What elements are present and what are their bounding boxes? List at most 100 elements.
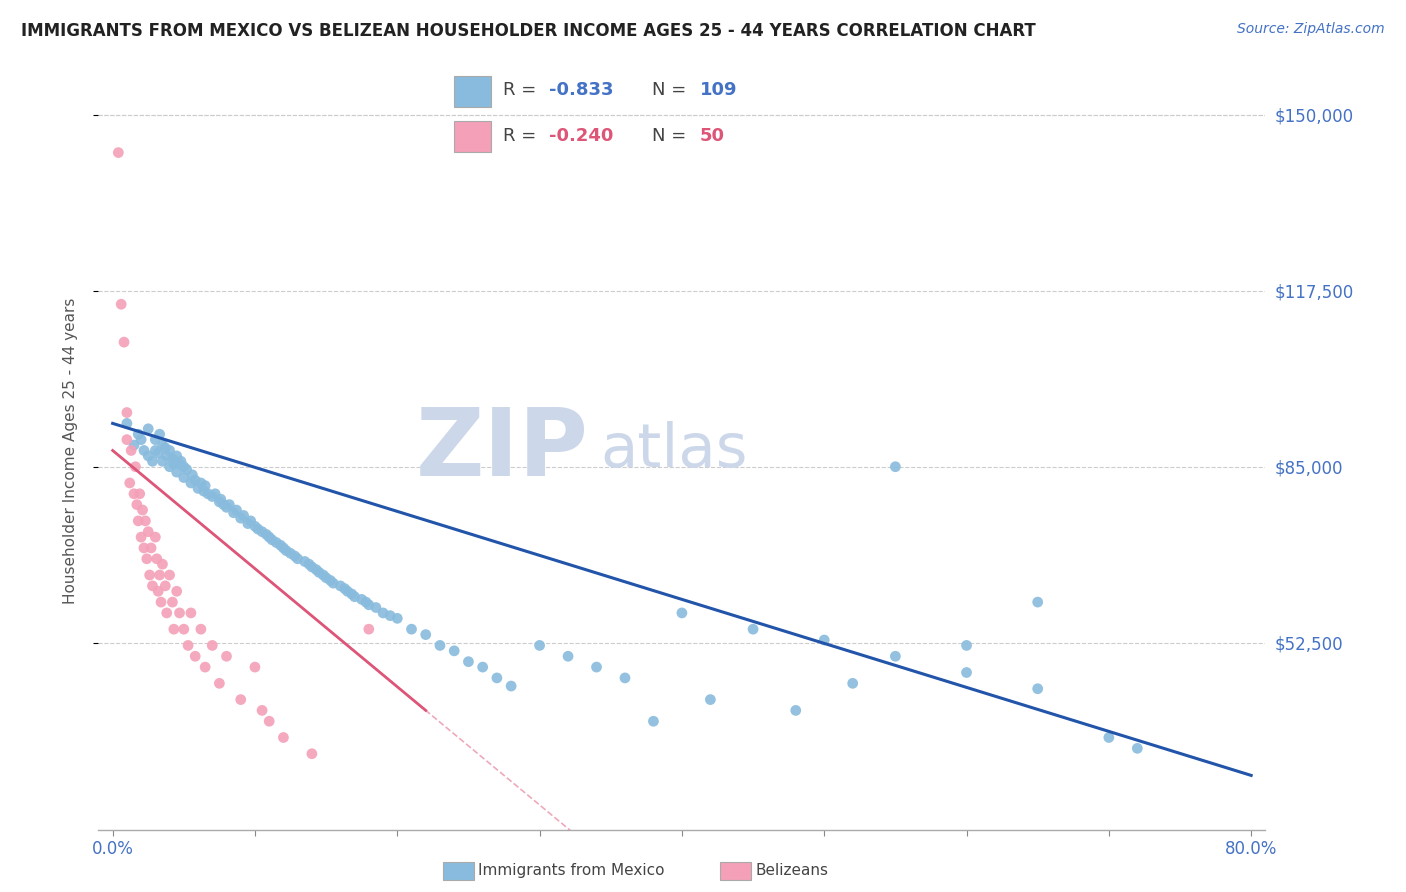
Point (1098, 731, 1121, 745)
Point (364, 600, 387, 615)
Text: 50: 50 (700, 128, 725, 145)
Point (212, 498, 235, 512)
Point (260, 533, 283, 547)
Point (132, 541, 155, 555)
Point (614, 671, 637, 685)
Point (180, 475, 202, 490)
Point (201, 639, 224, 653)
Point (201, 490, 224, 504)
Point (471, 660, 494, 674)
Point (276, 543, 298, 558)
Point (129, 433, 152, 447)
Point (184, 473, 207, 487)
Point (457, 655, 479, 669)
Point (671, 606, 693, 620)
Point (180, 606, 202, 620)
Point (273, 541, 295, 555)
Point (1026, 681, 1049, 696)
Point (246, 522, 269, 536)
Point (124, 459, 146, 474)
Text: N =: N = (651, 128, 692, 145)
Point (139, 541, 162, 555)
Text: N =: N = (651, 81, 692, 99)
Point (257, 714, 280, 729)
Point (176, 462, 198, 476)
Point (177, 639, 200, 653)
Point (162, 595, 184, 609)
Text: Immigrants from Mexico: Immigrants from Mexico (478, 863, 665, 878)
Point (156, 449, 179, 463)
Point (222, 506, 245, 520)
Point (333, 582, 356, 596)
Point (387, 611, 409, 625)
Point (152, 454, 174, 468)
Point (415, 627, 437, 641)
Point (125, 498, 148, 512)
Point (485, 671, 508, 685)
Point (254, 527, 277, 541)
Point (312, 568, 335, 582)
Point (955, 665, 977, 680)
Point (225, 503, 247, 517)
Point (122, 487, 145, 501)
Point (155, 579, 177, 593)
FancyBboxPatch shape (454, 121, 491, 152)
Point (159, 443, 181, 458)
Text: R =: R = (502, 128, 541, 145)
Point (173, 459, 195, 474)
Point (208, 495, 231, 509)
Text: ZIP: ZIP (416, 404, 589, 497)
Point (229, 511, 252, 525)
Point (250, 703, 273, 717)
Point (284, 549, 307, 563)
Point (141, 454, 163, 468)
Point (143, 443, 166, 458)
Point (166, 584, 188, 599)
Point (149, 568, 172, 582)
Point (215, 500, 238, 515)
Point (443, 644, 465, 658)
Point (143, 433, 166, 447)
Point (122, 438, 145, 452)
Point (305, 563, 328, 577)
Point (270, 538, 292, 552)
Point (166, 449, 188, 463)
Point (585, 660, 607, 674)
Point (115, 417, 138, 431)
Point (204, 487, 226, 501)
Point (118, 475, 141, 490)
Point (529, 639, 551, 653)
Point (190, 622, 212, 636)
Point (150, 595, 173, 609)
Point (343, 590, 366, 604)
Point (813, 633, 835, 648)
Y-axis label: Householder Income Ages 25 - 44 years: Householder Income Ages 25 - 44 years (63, 297, 77, 604)
Point (1126, 741, 1149, 756)
Point (429, 639, 451, 653)
Point (141, 579, 163, 593)
Point (194, 478, 217, 492)
Point (742, 622, 765, 636)
Point (239, 514, 262, 528)
Point (173, 622, 195, 636)
Point (112, 335, 135, 350)
Text: Source: ZipAtlas.com: Source: ZipAtlas.com (1237, 22, 1385, 37)
Point (159, 568, 181, 582)
Point (266, 535, 288, 549)
Point (236, 516, 259, 531)
Point (131, 503, 153, 517)
Point (132, 443, 155, 458)
Point (166, 465, 188, 479)
Point (232, 508, 254, 523)
Point (243, 519, 266, 533)
Point (841, 676, 863, 690)
Text: -0.833: -0.833 (550, 81, 613, 99)
Point (107, 145, 129, 160)
Point (315, 571, 337, 585)
Point (557, 649, 579, 664)
Point (294, 554, 316, 568)
Point (301, 747, 323, 761)
Point (136, 449, 159, 463)
Point (643, 714, 665, 729)
Point (159, 459, 181, 474)
